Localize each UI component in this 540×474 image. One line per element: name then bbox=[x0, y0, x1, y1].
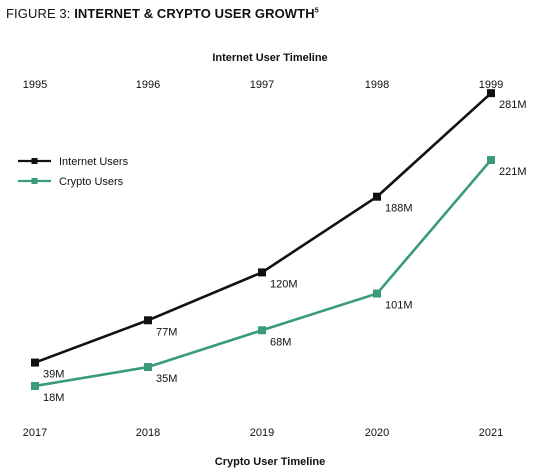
legend-label: Crypto Users bbox=[59, 176, 124, 188]
figure-title: FIGURE 3: INTERNET & CRYPTO USER GROWTH5 bbox=[6, 6, 319, 21]
data-point bbox=[487, 155, 495, 164]
data-point bbox=[373, 289, 381, 298]
figure-heading: INTERNET & CRYPTO USER GROWTH bbox=[74, 6, 315, 21]
top-tick-label: 1997 bbox=[250, 79, 274, 91]
data-point bbox=[258, 268, 266, 277]
data-label: 35M bbox=[156, 373, 177, 385]
bottom-tick-label: 2021 bbox=[479, 427, 503, 439]
top-axis-title: Internet User Timeline bbox=[212, 52, 327, 64]
figure-label: FIGURE 3: bbox=[6, 6, 75, 21]
data-label: 188M bbox=[385, 203, 413, 215]
series-line-0 bbox=[34, 92, 492, 364]
data-label: 221M bbox=[499, 166, 527, 178]
data-label: 68M bbox=[270, 336, 291, 348]
data-label: 281M bbox=[499, 99, 527, 111]
top-tick-label: 1998 bbox=[365, 79, 389, 91]
data-point bbox=[144, 363, 152, 372]
top-tick-label: 1996 bbox=[136, 79, 160, 91]
legend-marker-0 bbox=[31, 158, 38, 164]
data-label: 77M bbox=[156, 326, 177, 338]
legend-label: Internet Users bbox=[59, 156, 129, 168]
top-tick-label: 1995 bbox=[23, 79, 47, 91]
data-point bbox=[31, 381, 39, 390]
footnote-marker: 5 bbox=[314, 7, 319, 15]
data-point bbox=[31, 358, 39, 367]
bottom-axis-title: Crypto User Timeline bbox=[215, 456, 325, 468]
bottom-tick-label: 2018 bbox=[136, 427, 160, 439]
top-tick-label: 1999 bbox=[479, 79, 503, 91]
bottom-tick-label: 2017 bbox=[23, 427, 47, 439]
data-label: 120M bbox=[270, 278, 298, 290]
data-label: 18M bbox=[43, 392, 64, 404]
bottom-tick-label: 2019 bbox=[250, 427, 274, 439]
data-point bbox=[373, 192, 381, 201]
data-point bbox=[144, 316, 152, 325]
data-point bbox=[258, 326, 266, 335]
data-label: 101M bbox=[385, 300, 413, 312]
bottom-tick-label: 2020 bbox=[365, 427, 389, 439]
legend-marker-1 bbox=[31, 178, 38, 184]
data-label: 39M bbox=[43, 369, 64, 381]
data-point bbox=[487, 89, 495, 98]
